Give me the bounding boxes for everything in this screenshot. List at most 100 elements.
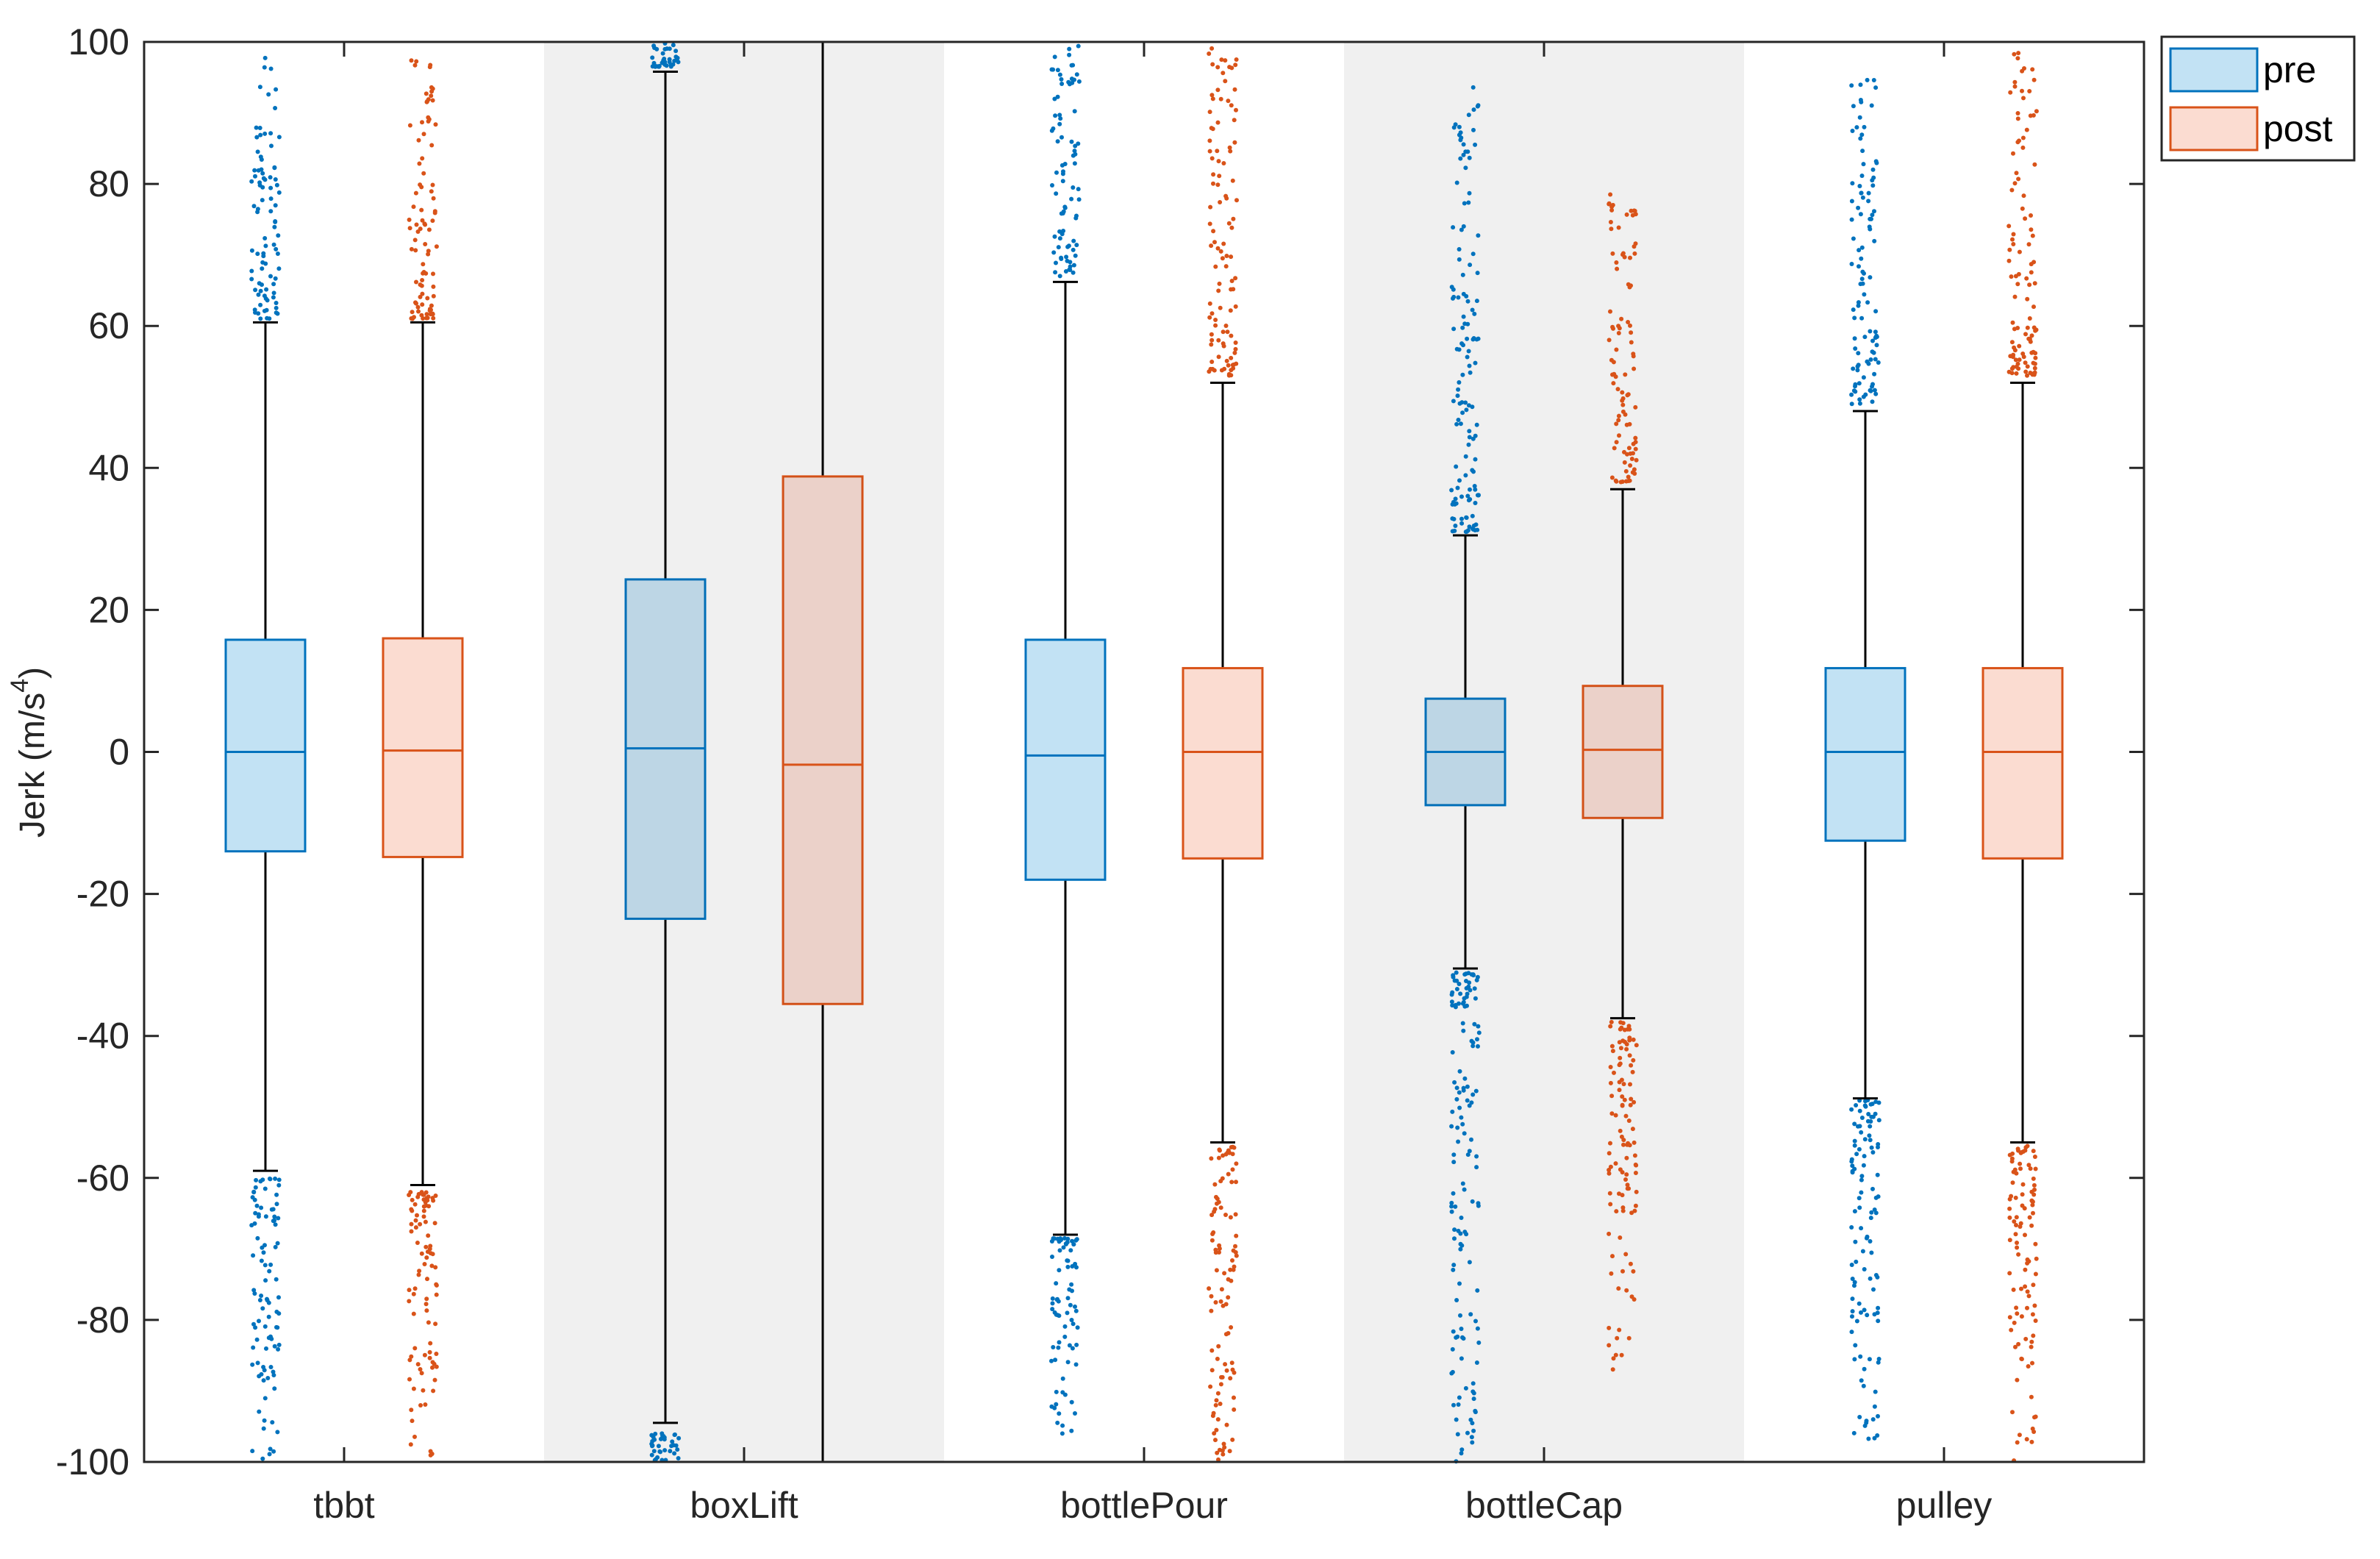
outlier-point (1476, 1030, 1482, 1035)
outlier-point (1209, 360, 1215, 364)
outlier-point (262, 236, 268, 240)
y-axis-title-superscript: 4 (6, 679, 34, 693)
outlier-point (1609, 1044, 1615, 1049)
outlier-point (410, 310, 415, 315)
outlier-point (1465, 299, 1470, 304)
outlier-point (1232, 1145, 1237, 1150)
outlier-point (1233, 276, 1238, 281)
outlier-point (434, 244, 439, 249)
outlier-point (1450, 529, 1455, 534)
box-post-tbbt (382, 58, 464, 1458)
outlier-point (262, 131, 268, 136)
outlier-point (1857, 1196, 1862, 1201)
outlier-point (1470, 468, 1475, 473)
outlier-point (259, 1371, 264, 1377)
outlier-point (1627, 1038, 1632, 1043)
outlier-point (2032, 1303, 2037, 1308)
outlier-point (1063, 269, 1068, 274)
outlier-point (1470, 1199, 1475, 1204)
outlier-point (1228, 1215, 1233, 1220)
outlier-point (1221, 329, 1226, 335)
outlier-point (263, 243, 268, 249)
outlier-point (411, 1386, 416, 1391)
outlier-point (425, 99, 430, 104)
outlier-point (1215, 1450, 1220, 1455)
outlier-point (419, 1251, 424, 1256)
outlier-point (1207, 221, 1212, 226)
outlier-point (2024, 127, 2029, 132)
outlier-point (273, 203, 278, 208)
outlier-point (662, 1448, 668, 1453)
outlier-point (1473, 1408, 1478, 1413)
outlier-point (2031, 1333, 2036, 1338)
outlier-point (1861, 1383, 1866, 1388)
outlier-point (271, 1449, 276, 1454)
outlier-point (1874, 160, 1879, 165)
outlier-point (1060, 1423, 1065, 1428)
outlier-point (1621, 1142, 1626, 1147)
outlier-point (1622, 1097, 1627, 1102)
outlier-point (1873, 1210, 1879, 1216)
outlier-point (1207, 138, 1212, 143)
outlier-point (1065, 1240, 1070, 1245)
outlier-point (1215, 246, 1221, 251)
outlier-point (1618, 1046, 1623, 1051)
outlier-point (1850, 1169, 1855, 1174)
outlier-point (1852, 315, 1857, 321)
outlier-point (1628, 1082, 1632, 1087)
outlier-point (1870, 1417, 1876, 1422)
outlier-point (250, 1449, 255, 1454)
outlier-point (253, 1210, 258, 1216)
outlier-point (1229, 355, 1234, 360)
outlier-point (1858, 282, 1863, 287)
outlier-point (1609, 1094, 1615, 1099)
legend-swatch-post (2169, 106, 2259, 151)
outlier-point (1863, 392, 1868, 397)
outlier-point (1859, 315, 1865, 321)
outlier-point (1227, 1449, 1232, 1454)
outlier-point (1227, 145, 1232, 150)
outlier-point (1870, 349, 1875, 354)
outlier-point (1049, 1358, 1054, 1363)
outlier-point (1074, 1265, 1079, 1270)
outlier-point (1627, 285, 1632, 290)
outlier-point (1451, 125, 1457, 130)
outlier-point (2018, 1161, 2023, 1166)
outlier-point (274, 1277, 279, 1282)
outlier-point (257, 1409, 262, 1414)
outlier-point (430, 1365, 435, 1370)
outlier-point (2012, 51, 2017, 57)
outlier-point (1459, 1243, 1465, 1248)
outlier-point (1618, 1061, 1623, 1066)
outlier-point (1213, 1250, 1218, 1255)
outlier-point (1859, 1378, 1864, 1383)
outlier-point (276, 1177, 282, 1182)
outlier-point (418, 1403, 423, 1408)
outlier-point (1859, 245, 1865, 250)
outlier-point (2025, 325, 2030, 330)
outlier-point (1849, 1225, 1854, 1230)
outlier-point (1456, 1139, 1461, 1144)
outlier-point (1849, 217, 1854, 222)
outlier-point (2033, 355, 2038, 360)
outlier-point (2023, 332, 2028, 337)
outlier-point (2015, 282, 2020, 287)
outlier-point (260, 171, 265, 176)
outlier-point (1618, 1235, 1623, 1240)
outlier-point (1628, 463, 1633, 468)
outlier-point (268, 1262, 274, 1267)
outlier-point (1871, 1287, 1876, 1292)
outlier-point (1223, 1332, 1229, 1337)
outlier-point (423, 1402, 428, 1407)
outlier-point (1472, 311, 1477, 316)
outlier-point (2023, 369, 2029, 374)
outlier-point (424, 1244, 429, 1249)
outlier-point (1451, 1191, 1456, 1196)
outlier-point (1229, 1360, 1234, 1366)
outlier-point (1857, 264, 1861, 269)
outlier-point (1054, 1402, 1059, 1407)
outlier-point (1456, 295, 1461, 300)
outlier-point (1214, 1268, 1219, 1273)
outlier-point (420, 291, 425, 296)
outlier-point (1856, 300, 1861, 305)
